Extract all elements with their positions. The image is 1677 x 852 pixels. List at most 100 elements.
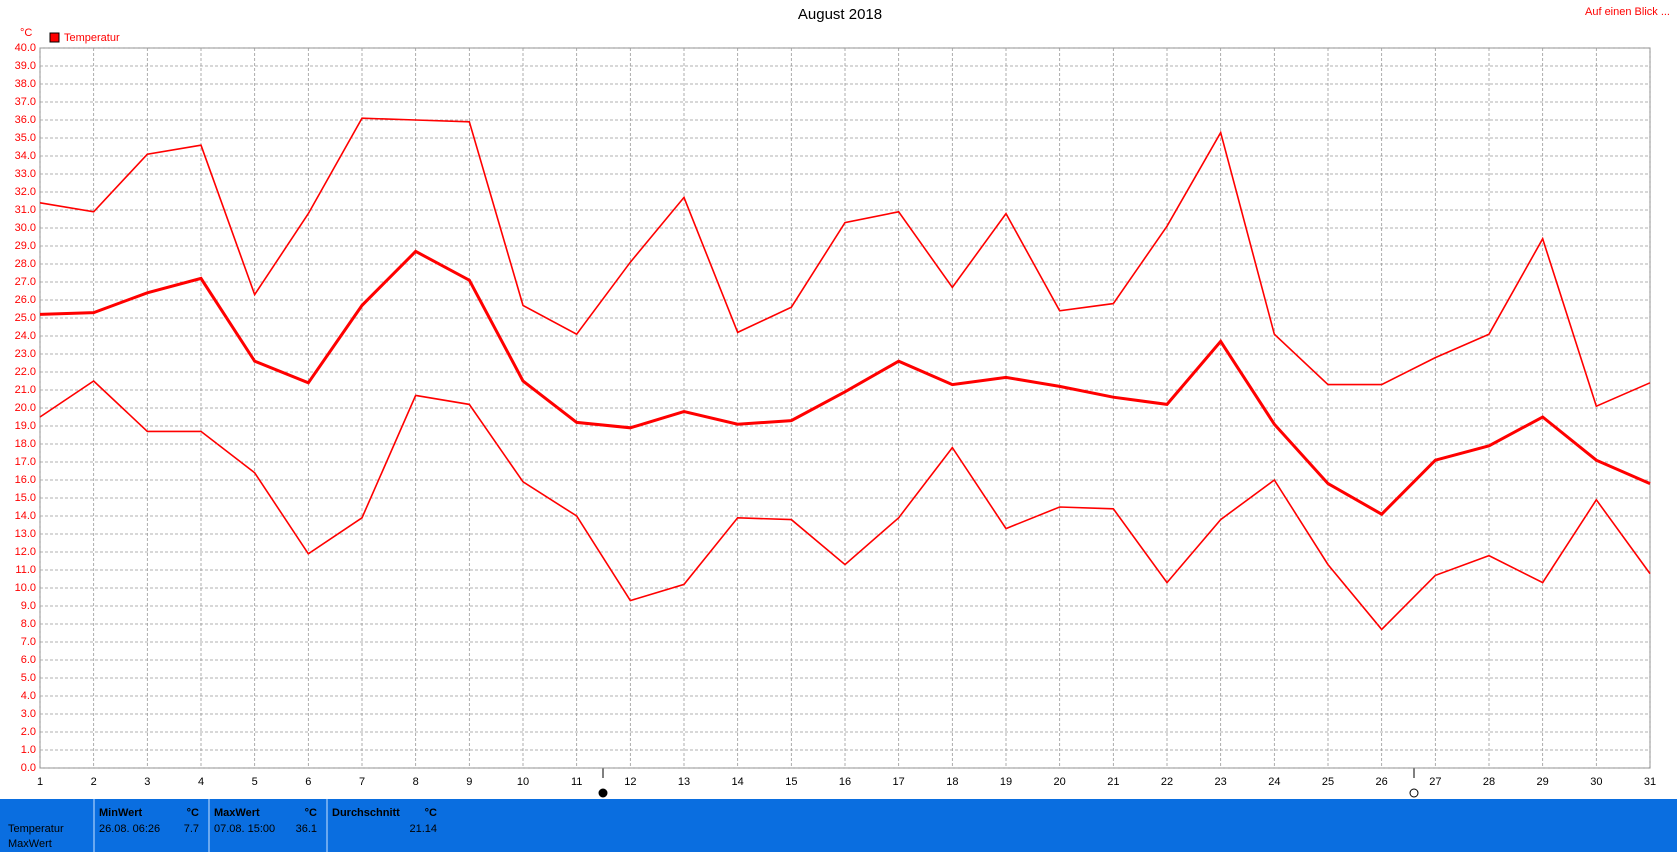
y-tick-label: 6.0 [21, 654, 36, 666]
column-unit: °C [186, 807, 199, 819]
y-tick-label: 30.0 [15, 222, 36, 234]
x-tick-label: 11 [571, 776, 582, 788]
x-tick-label: 31 [1644, 776, 1656, 788]
y-tick-label: 24.0 [15, 330, 36, 342]
y-tick-label: 8.0 [21, 618, 36, 630]
x-tick-label: 2 [91, 776, 97, 788]
legend-label: Temperatur [64, 32, 120, 44]
chart-title: August 2018 [798, 6, 882, 23]
x-tick-label: 14 [732, 776, 744, 788]
column-value: 21.14 [409, 823, 437, 835]
x-tick-label: 13 [678, 776, 690, 788]
x-tick-label: 6 [305, 776, 311, 788]
column-time: 26.08. 06:26 [99, 823, 161, 835]
x-tick-label: 20 [1054, 776, 1066, 788]
series-line [39, 117, 1651, 408]
y-tick-label: 15.0 [15, 492, 36, 504]
x-tick-label: 15 [785, 776, 797, 788]
x-tick-label: 12 [624, 776, 636, 788]
full-moon-icon [598, 788, 608, 798]
x-tick-label: 25 [1322, 776, 1334, 788]
x-tick-label: 10 [517, 776, 529, 788]
x-tick-label: 26 [1376, 776, 1388, 788]
corner-link[interactable]: Auf einen Blick ... [1585, 6, 1670, 18]
column-header: MaxWert [214, 807, 260, 819]
x-tick-label: 19 [1000, 776, 1012, 788]
y-tick-label: 3.0 [21, 708, 36, 720]
x-tick-label: 3 [144, 776, 150, 788]
x-tick-label: 28 [1483, 776, 1495, 788]
column-value: 7.7 [183, 823, 199, 835]
series-line [39, 249, 1651, 517]
summary-panel: Temperatur MaxWert MinWert °C 26.08. 06:26… [0, 799, 1677, 852]
y-tick-label: 33.0 [15, 168, 36, 180]
column-time: 07.08. 15:00 [214, 823, 276, 835]
y-tick-label: 23.0 [15, 348, 36, 360]
y-tick-label: 12.0 [15, 546, 36, 558]
y-tick-label: 36.0 [15, 114, 36, 126]
y-tick-label: 29.0 [15, 240, 36, 252]
column-header: Durchschnitt [332, 807, 400, 819]
row-label: MaxWert [8, 838, 52, 850]
y-tick-label: 34.0 [15, 150, 36, 162]
series-line [39, 379, 1651, 631]
y-tick-label: 13.0 [15, 528, 36, 540]
x-tick-label: 5 [252, 776, 258, 788]
y-unit: °C [20, 27, 32, 39]
summary-column: MaxWert °C 07.08. 15:00 36.1 [208, 799, 323, 852]
x-tick-label: 24 [1268, 776, 1280, 788]
y-tick-label: 5.0 [21, 672, 36, 684]
y-tick-label: 40.0 [15, 42, 36, 54]
y-tick-label: 31.0 [15, 204, 36, 216]
y-tick-label: 25.0 [15, 312, 36, 324]
y-tick-label: 18.0 [15, 438, 36, 450]
legend-swatch [49, 32, 60, 43]
chart: August 2018 °C Auf einen Blick ... 0.0 1.… [15, 6, 1670, 798]
y-tick-label: 26.0 [15, 294, 36, 306]
y-tick-label: 21.0 [15, 384, 36, 396]
x-tick-label: 17 [893, 776, 905, 788]
y-tick-label: 2.0 [21, 726, 36, 738]
row-label: Temperatur [8, 823, 64, 835]
y-tick-label: 7.0 [21, 636, 36, 648]
x-tick-label: 18 [946, 776, 958, 788]
y-tick-label: 0.0 [21, 762, 36, 774]
x-tick-label: 27 [1429, 776, 1441, 788]
x-tick-label: 16 [839, 776, 851, 788]
x-tick-label: 1 [37, 776, 43, 788]
x-tick-label: 29 [1537, 776, 1549, 788]
column-unit: °C [304, 807, 317, 819]
x-tick-label: 30 [1590, 776, 1602, 788]
y-tick-label: 39.0 [15, 60, 36, 72]
y-tick-label: 35.0 [15, 132, 36, 144]
new-moon-icon [1409, 788, 1419, 798]
x-tick-label: 23 [1215, 776, 1227, 788]
y-tick-label: 17.0 [15, 456, 36, 468]
x-tick-label: 8 [413, 776, 419, 788]
column-header: MinWert [99, 807, 143, 819]
column-value: 36.1 [295, 823, 317, 835]
summary-column: MinWert °C 26.08. 06:26 7.7 [93, 799, 205, 852]
y-tick-label: 4.0 [21, 690, 36, 702]
y-tick-label: 11.0 [15, 564, 36, 576]
y-tick-label: 14.0 [15, 510, 36, 522]
y-tick-label: 16.0 [15, 474, 36, 486]
y-tick-label: 28.0 [15, 258, 36, 270]
x-tick-label: 21 [1107, 776, 1119, 788]
summary-column: Durchschnitt °C 21.14 [326, 799, 443, 852]
y-tick-label: 38.0 [15, 78, 36, 90]
y-tick-label: 19.0 [15, 420, 36, 432]
x-tick-label: 7 [359, 776, 365, 788]
column-unit: °C [424, 807, 437, 819]
y-tick-label: 37.0 [15, 96, 36, 108]
y-tick-label: 32.0 [15, 186, 36, 198]
y-tick-label: 20.0 [15, 402, 36, 414]
x-tick-label: 4 [198, 776, 204, 788]
x-tick-label: 22 [1161, 776, 1173, 788]
y-tick-label: 27.0 [15, 276, 36, 288]
y-tick-label: 10.0 [15, 582, 36, 594]
y-tick-label: 22.0 [15, 366, 36, 378]
y-tick-label: 1.0 [21, 744, 36, 756]
x-tick-label: 9 [466, 776, 472, 788]
